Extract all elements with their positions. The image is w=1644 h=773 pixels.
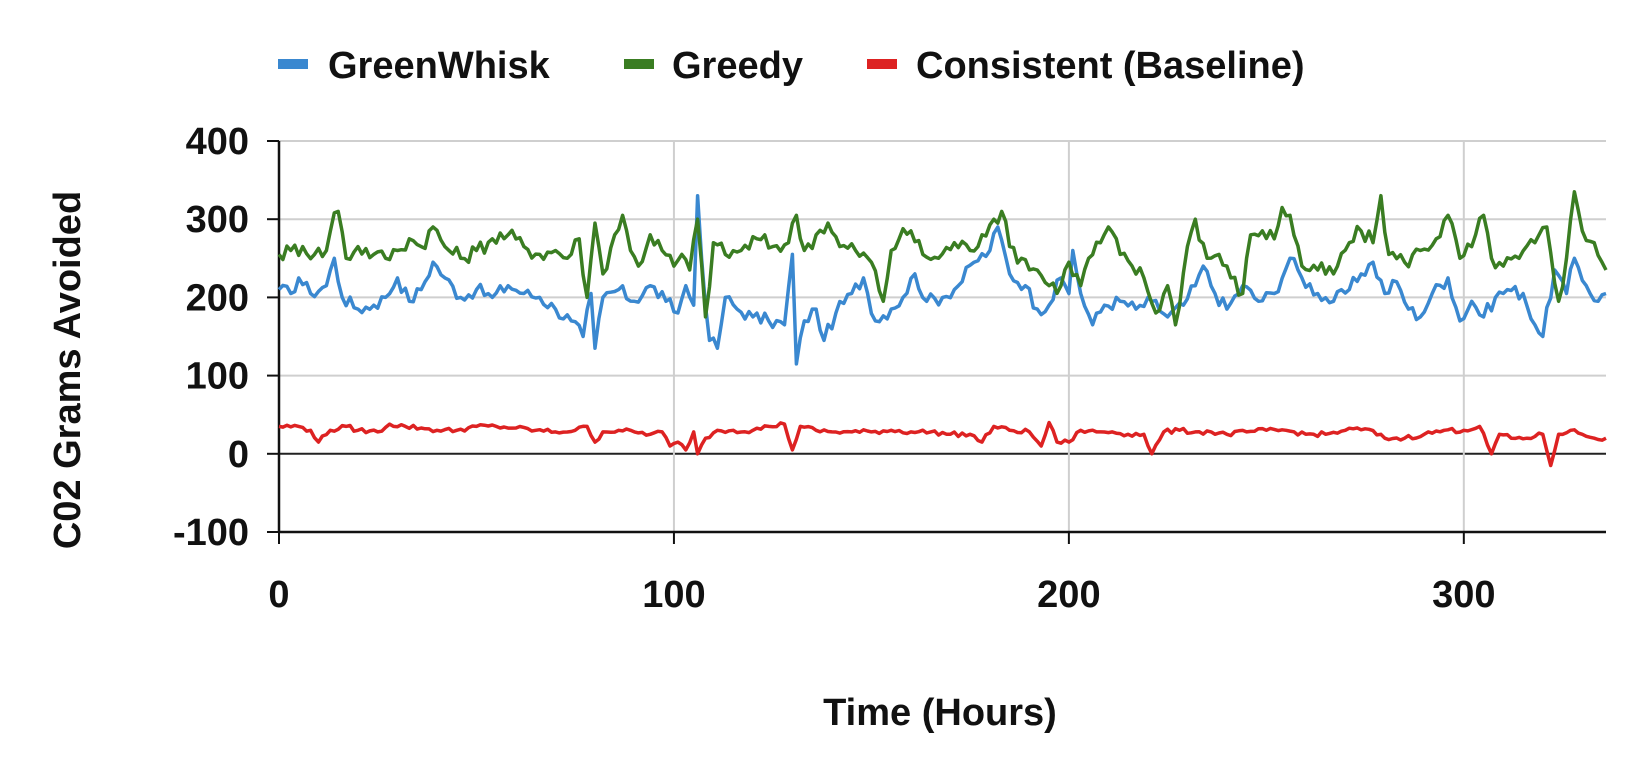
x-tick-label: 0 <box>268 574 289 616</box>
legend-label-greenwhisk: GreenWhisk <box>328 45 551 87</box>
series-line-greedy <box>277 190 1608 327</box>
y-tick-label: -100 <box>173 512 249 554</box>
axes <box>267 140 1606 544</box>
x-tick-label: 200 <box>1037 574 1100 616</box>
grid-lines <box>279 140 1606 532</box>
data-series <box>277 190 1608 468</box>
legend-label-greedy: Greedy <box>672 45 803 87</box>
y-tick-label: 0 <box>228 434 249 476</box>
legend-swatch-greedy <box>624 59 654 69</box>
y-tick-label: 100 <box>186 356 249 398</box>
x-tick-label: 100 <box>642 574 705 616</box>
y-axis-title: C02 Grams Avoided <box>47 191 89 549</box>
series-line-consistent-baseline <box>278 420 1607 468</box>
legend-swatch-greenwhisk <box>278 59 308 69</box>
legend: GreenWhisk Greedy Consistent (Baseline) <box>278 45 1305 87</box>
series-line-greenwhisk <box>277 193 1607 366</box>
x-tick-label: 300 <box>1432 574 1495 616</box>
x-axis-title: Time (Hours) <box>823 692 1057 734</box>
y-tick-label: 200 <box>186 277 249 319</box>
legend-swatch-consistent-baseline <box>867 59 897 69</box>
tick-labels: -100 0 100 200 300 400 0 100 200 300 <box>173 121 1496 616</box>
y-tick-label: 300 <box>186 199 249 241</box>
legend-label-consistent-baseline: Consistent (Baseline) <box>916 45 1305 87</box>
y-tick-label: 400 <box>186 121 249 163</box>
